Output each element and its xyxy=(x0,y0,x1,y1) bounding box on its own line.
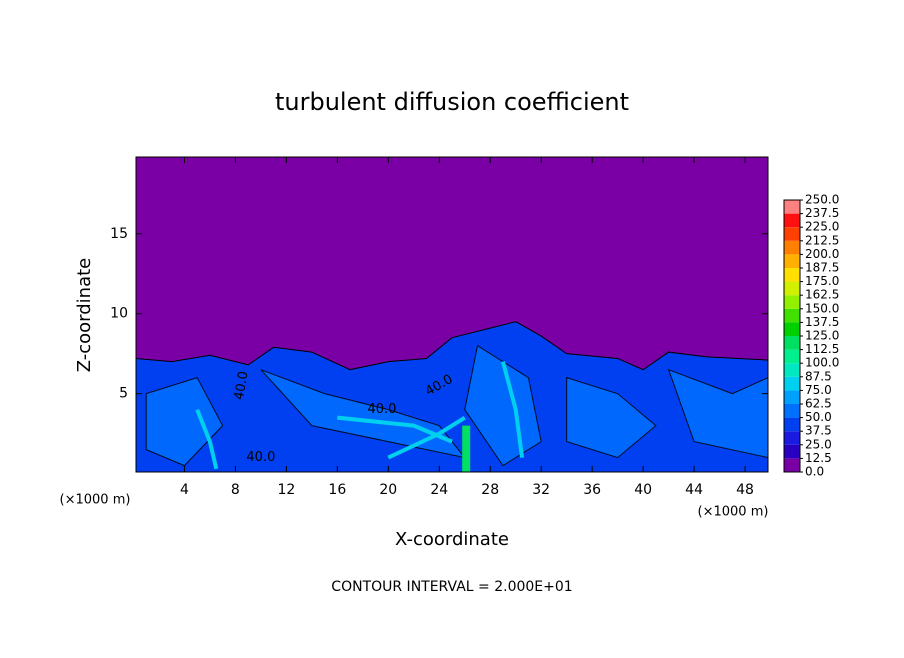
chart-title: turbulent diffusion coefficient xyxy=(275,88,629,116)
colorbar-label: 50.0 xyxy=(805,410,832,424)
x-tick-label: 28 xyxy=(481,482,499,498)
colorbar-label: 87.5 xyxy=(805,369,832,383)
colorbar-label: 0.0 xyxy=(805,465,824,479)
colorbar-label: 75.0 xyxy=(805,383,832,397)
colorbar-swatch xyxy=(784,404,800,418)
colorbar-label: 25.0 xyxy=(805,437,832,451)
colorbar-label: 62.5 xyxy=(805,397,832,411)
colorbar-swatch xyxy=(784,390,800,404)
colorbar-swatch xyxy=(784,376,800,391)
colorbar-swatch xyxy=(784,227,800,241)
colorbar-swatch xyxy=(784,322,800,336)
colorbar-swatch xyxy=(784,281,800,296)
field-streak xyxy=(501,361,525,458)
colorbar-label: 200.0 xyxy=(805,247,839,261)
colorbar-swatch xyxy=(784,363,800,377)
colorbar-swatch xyxy=(784,444,800,459)
x-tick-label: 24 xyxy=(430,482,448,498)
x-tick-label: 8 xyxy=(231,482,240,498)
x-tick-label: 36 xyxy=(583,482,601,498)
colorbar-swatch xyxy=(784,431,800,445)
x-tick-label: 20 xyxy=(379,482,397,498)
colorbar-label: 100.0 xyxy=(805,356,839,370)
field-patch xyxy=(566,376,657,459)
annotation: CONTOUR INTERVAL = 2.000E+01 xyxy=(331,579,572,595)
colorbar-label: 112.5 xyxy=(805,342,839,356)
colorbar-label: 137.5 xyxy=(805,315,839,329)
colorbar-label: 175.0 xyxy=(805,274,839,288)
colorbar-label: 187.5 xyxy=(805,261,839,275)
field-patch xyxy=(145,377,224,467)
colorbar-label: 212.5 xyxy=(805,233,839,247)
x-tick-label: 4 xyxy=(180,482,189,498)
contour-label: 40.0 xyxy=(246,450,275,465)
y-axis-label: Z-coordinate xyxy=(74,258,95,373)
colorbar-swatch xyxy=(784,268,800,282)
colorbar-label: 37.5 xyxy=(805,424,832,438)
y-tick-label: 5 xyxy=(119,386,128,402)
colorbar-label: 237.5 xyxy=(805,206,839,220)
colorbar-swatch xyxy=(784,295,800,309)
colorbar-label: 12.5 xyxy=(805,451,832,465)
colorbar-swatch xyxy=(784,458,800,472)
contour-label: 40.0 xyxy=(232,370,252,401)
x-tick-label: 48 xyxy=(736,482,754,498)
colorbar-swatch xyxy=(784,336,800,350)
colorbar-label: 150.0 xyxy=(805,301,839,315)
x-axis-label: X-coordinate xyxy=(395,529,509,550)
field-patch xyxy=(462,425,471,472)
x-tick-label: 12 xyxy=(277,482,295,498)
colorbar-swatch xyxy=(784,213,800,228)
plot-frame xyxy=(135,156,769,473)
colorbar-swatch xyxy=(784,200,800,214)
colorbar-label: 225.0 xyxy=(805,220,839,234)
field-streak xyxy=(387,415,466,460)
colorbar-swatch xyxy=(784,417,800,432)
colorbar-swatch xyxy=(784,308,800,323)
colorbar-swatch xyxy=(784,349,800,364)
contour-label: 40.0 xyxy=(367,402,396,417)
field-streak xyxy=(337,415,453,444)
x-tick-label: 40 xyxy=(634,482,652,498)
x-tick-label: 32 xyxy=(532,482,550,498)
y-unit: (×1000 m) xyxy=(60,493,131,508)
x-tick-label: 44 xyxy=(685,482,703,498)
colorbar-label: 125.0 xyxy=(805,329,839,343)
y-tick-label: 15 xyxy=(110,226,128,242)
field-streak xyxy=(195,408,219,470)
x-tick-label: 16 xyxy=(328,482,346,498)
y-tick-label: 10 xyxy=(110,306,128,322)
colorbar-swatch xyxy=(784,254,800,268)
colorbar-label: 250.0 xyxy=(805,193,839,207)
x-unit: (×1000 m) xyxy=(698,505,769,520)
colorbar-swatch xyxy=(784,240,800,255)
colorbar-label: 162.5 xyxy=(805,288,839,302)
